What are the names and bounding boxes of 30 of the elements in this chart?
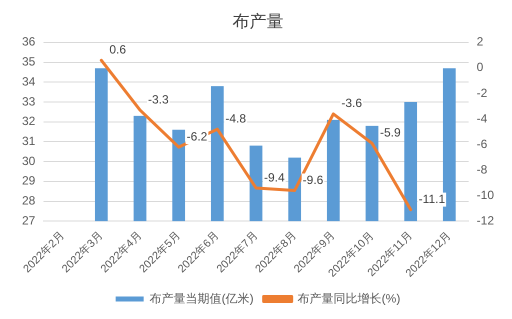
y2-tick-label: -6 bbox=[476, 136, 488, 151]
y-tick-label: 34 bbox=[22, 74, 36, 88]
y2-tick-label: 2 bbox=[476, 34, 484, 49]
y-tick-label: 33 bbox=[22, 94, 36, 108]
data-label: -6.2 bbox=[186, 129, 208, 144]
data-label: -5.9 bbox=[380, 126, 401, 140]
y-tick-label: 28 bbox=[22, 194, 36, 208]
y2-tick-label: -4 bbox=[476, 111, 488, 126]
y-tick-label: 36 bbox=[22, 34, 36, 49]
data-label: -9.4 bbox=[264, 170, 286, 184]
data-label: -11.1 bbox=[418, 192, 446, 206]
legend-label: 布产量同比增长(%) bbox=[298, 291, 400, 306]
legend-label: 布产量当期值(亿米) bbox=[150, 291, 254, 306]
y-tick-label: 27 bbox=[22, 213, 36, 228]
data-label: -3.6 bbox=[341, 96, 362, 110]
y-tick-label: 35 bbox=[22, 54, 36, 69]
data-label: -4.8 bbox=[225, 112, 246, 126]
data-label: -3.3 bbox=[148, 92, 170, 106]
data-label: 0.6 bbox=[109, 42, 126, 57]
y2-tick-label: 0 bbox=[476, 60, 484, 74]
y-tick-label: 30 bbox=[22, 154, 36, 168]
y2-tick-label: -2 bbox=[476, 86, 488, 100]
y2-tick-label: -12 bbox=[476, 213, 494, 228]
data-label: -9.6 bbox=[302, 172, 324, 187]
y-tick-label: 32 bbox=[22, 114, 36, 128]
y2-tick-label: -8 bbox=[476, 162, 488, 176]
y-tick-label: 29 bbox=[22, 174, 36, 188]
y-tick-label: 31 bbox=[22, 134, 36, 148]
chart-title: 布产量 bbox=[232, 12, 284, 31]
y2-tick-label: -10 bbox=[476, 188, 494, 202]
